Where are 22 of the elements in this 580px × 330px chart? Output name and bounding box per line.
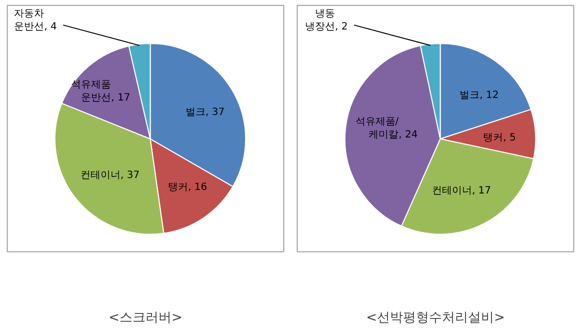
slice-label: 석유제품 운반선 (71, 79, 112, 104)
data-label: , 5 (503, 132, 516, 144)
slice-label: 자동차 운반선 (14, 8, 44, 33)
data-label: , 17 (472, 186, 492, 197)
text: <스크러버> (108, 310, 182, 326)
data-label: , 12 (480, 90, 499, 101)
slice-label: 탱커 (168, 182, 188, 194)
text: <선박평형수처리설비> (366, 310, 505, 326)
slice-label: 컨테이너 (80, 170, 121, 182)
slice-label: 컨테이너 (432, 186, 472, 197)
data-label: , 16 (188, 182, 208, 194)
slice-label: 석유제품/ 케미칼 (355, 116, 400, 141)
data-label: , 4 (44, 22, 57, 33)
slice-label: 벌크 (460, 90, 480, 101)
data-label: , 37 (206, 107, 225, 118)
slice-label: 벌크 (186, 107, 206, 118)
slice-label: 냉동 냉장선 (304, 8, 335, 33)
slice-label: 탱커 (483, 132, 504, 144)
data-label: , 37 (120, 170, 140, 182)
data-label: , 2 (334, 22, 348, 33)
data-label: , 17 (111, 92, 130, 104)
data-label: , 24 (398, 130, 418, 141)
